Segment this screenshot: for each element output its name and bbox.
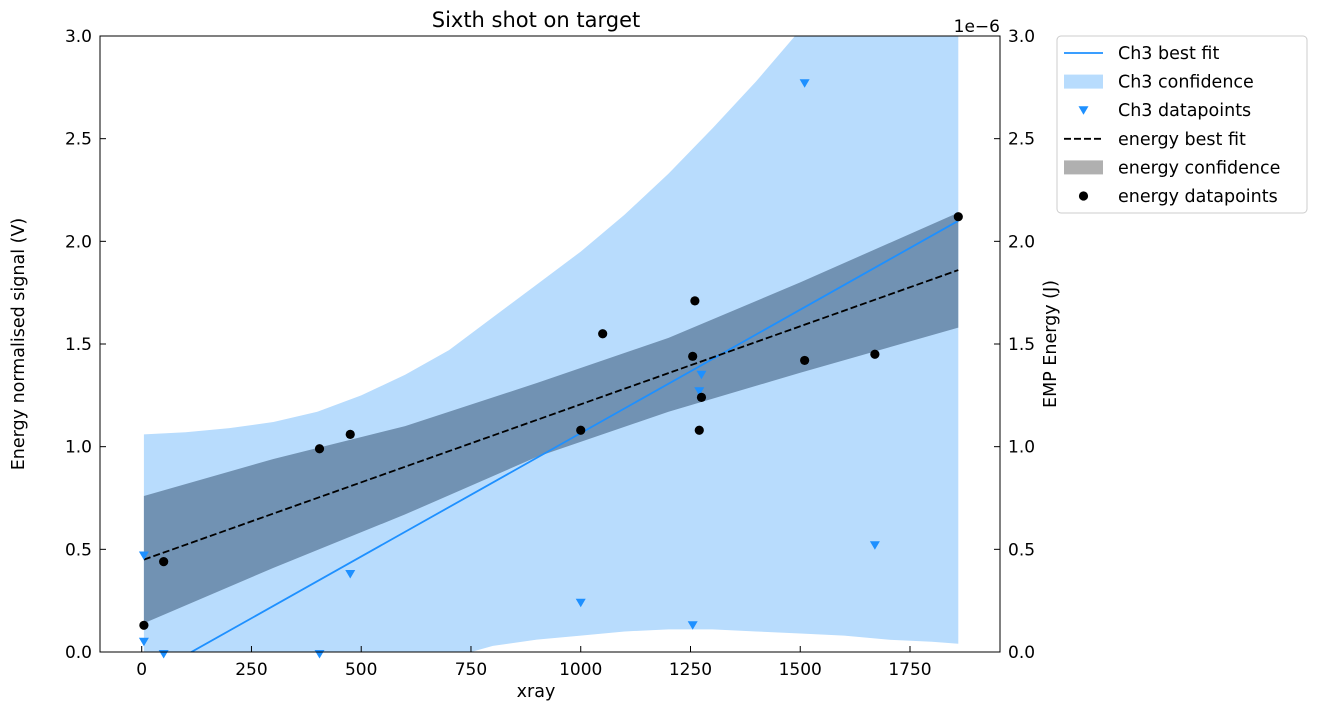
- legend-ch3-marker-swatch: [1078, 106, 1089, 115]
- right-axis-multiplier: 1e−6: [954, 17, 1000, 37]
- energy-datapoint: [696, 392, 707, 402]
- legend-label: energy confidence: [1118, 158, 1280, 178]
- legend-energy-band-swatch: [1064, 160, 1103, 175]
- x-tick-label: 1500: [779, 660, 822, 680]
- energy-datapoint: [345, 429, 355, 439]
- legend-label: energy best fit: [1118, 130, 1246, 150]
- energy-confidence-band: [143, 212, 959, 624]
- ch3-datapoint: [575, 598, 586, 608]
- ch3-best-fit-line: [189, 220, 959, 652]
- left-y-tick-label: 1.5: [65, 335, 92, 355]
- legend-item: Ch3 datapoints: [1078, 101, 1251, 121]
- legend-item: Ch3 confidence: [1064, 73, 1254, 93]
- ch3-datapoint: [696, 370, 707, 380]
- left-y-axis: 0.0 0.5 1.0 1.5 2.0 2.5 3.0: [65, 27, 106, 663]
- ch3-datapoint: [138, 637, 149, 647]
- ch3-datapoint: [687, 621, 698, 630]
- energy-datapoint: [688, 351, 698, 361]
- left-y-tick-label: 3.0: [65, 27, 92, 47]
- legend-item: Ch3 best fit: [1064, 44, 1219, 64]
- right-y-tick-label: 0.5: [1008, 540, 1035, 560]
- left-y-axis-label: Energy normalised signal (V): [9, 218, 29, 471]
- energy-best-fit-line: [143, 269, 959, 561]
- left-y-tick-label: 2.0: [65, 232, 92, 252]
- legend-ch3-band-swatch: [1064, 74, 1103, 89]
- left-y-tick-label: 1.0: [65, 438, 92, 458]
- ch3-datapoint: [869, 541, 880, 550]
- legend-label: Ch3 best fit: [1118, 44, 1219, 64]
- right-y-tick-label: 0.0: [1008, 643, 1035, 663]
- legend-energy-marker-swatch: [1078, 191, 1089, 201]
- energy-datapoint: [598, 329, 608, 339]
- x-tick-label: 0: [136, 660, 147, 680]
- right-y-tick-label: 2.0: [1008, 232, 1035, 252]
- ch3-datapoint: [345, 569, 356, 579]
- right-y-tick-label: 2.5: [1008, 130, 1035, 150]
- x-tick-label: 750: [455, 660, 487, 680]
- x-tick-label: 1750: [888, 660, 931, 680]
- legend-item: energy confidence: [1064, 158, 1280, 178]
- left-y-tick-label: 0.5: [65, 540, 92, 560]
- confidence-bands: [143, 36, 959, 652]
- right-y-tick-label: 1.0: [1008, 438, 1035, 458]
- energy-datapoint: [690, 296, 700, 306]
- legend: Ch3 best fit Ch3 confidence Ch3 datapoints…: [1056, 35, 1308, 214]
- energy-datapoint: [314, 444, 325, 454]
- x-axis: 0 250 500 750 1000 1250 1500 1750: [136, 646, 932, 680]
- right-y-axis-label: EMP Energy (J): [1041, 280, 1061, 408]
- ch3-datapoint: [314, 650, 325, 659]
- data-points: [138, 79, 963, 659]
- energy-datapoint: [870, 349, 880, 359]
- x-tick-label: 1250: [669, 660, 712, 680]
- energy-datapoint: [694, 425, 704, 435]
- ch3-datapoint: [799, 79, 810, 88]
- left-y-tick-label: 0.0: [65, 643, 92, 663]
- ch3-datapoint: [158, 650, 169, 659]
- fit-lines: [143, 220, 959, 652]
- energy-datapoint: [576, 425, 586, 435]
- ch3-datapoint: [694, 387, 705, 396]
- energy-datapoint: [139, 620, 149, 630]
- legend-label: Ch3 confidence: [1118, 73, 1254, 93]
- legend-label: Ch3 datapoints: [1118, 101, 1251, 121]
- legend-label: energy datapoints: [1118, 187, 1278, 207]
- x-tick-label: 1000: [559, 660, 602, 680]
- chart-title: Sixth shot on target: [432, 8, 641, 32]
- right-y-tick-label: 3.0: [1008, 27, 1035, 47]
- legend-frame: [1056, 35, 1308, 214]
- x-tick-label: 500: [345, 660, 377, 680]
- legend-item: energy datapoints: [1078, 187, 1278, 207]
- x-axis-label: xray: [517, 682, 556, 702]
- ch3-datapoint: [138, 551, 149, 560]
- left-y-tick-label: 2.5: [65, 130, 92, 150]
- legend-item: energy best fit: [1064, 130, 1246, 150]
- x-tick-label: 250: [235, 660, 267, 680]
- energy-datapoint: [800, 355, 810, 366]
- energy-datapoint: [159, 557, 169, 567]
- energy-datapoint: [953, 212, 963, 222]
- right-y-tick-label: 1.5: [1008, 335, 1035, 355]
- right-y-axis: 0.0 0.5 1.0 1.5 2.0 2.5 3.0: [994, 27, 1035, 663]
